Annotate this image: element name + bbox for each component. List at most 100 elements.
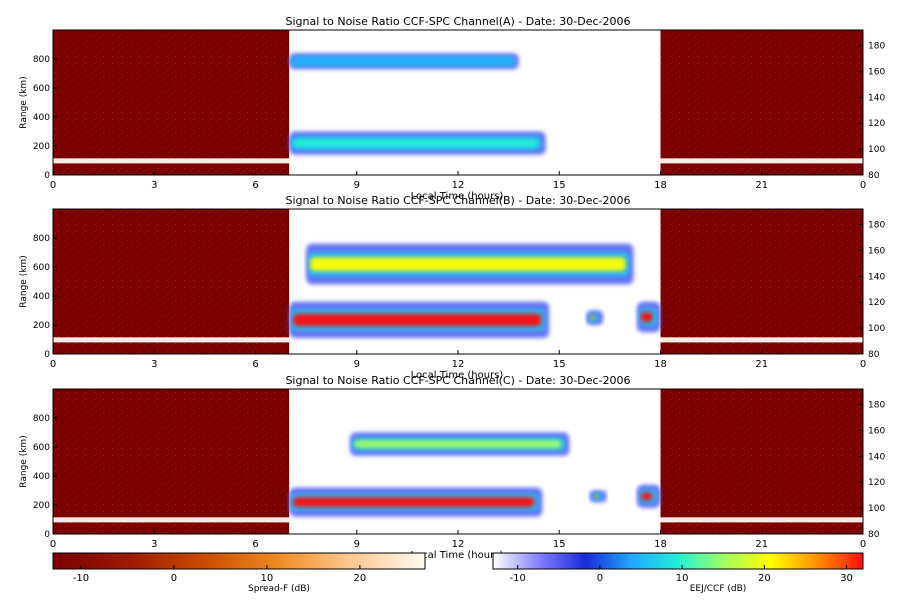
y2-tick-label: 80 — [868, 171, 880, 181]
colorbar-tick-label: 20 — [758, 573, 771, 584]
colorbar-tick-label: -10 — [509, 573, 525, 584]
x-tick-label: 18 — [654, 539, 667, 550]
y-tick-label: 0 — [44, 171, 50, 181]
segment-spread-f — [53, 209, 290, 354]
y-tick-label: 800 — [33, 234, 50, 244]
x-tick-label: 0 — [50, 180, 56, 191]
y-tick-label: 400 — [33, 472, 50, 482]
x-tick-label: 12 — [452, 180, 465, 191]
y2-tick-label: 80 — [868, 530, 880, 540]
x-axis-label: Local Time (hours) — [411, 550, 504, 561]
y2-tick-label: 100 — [868, 504, 885, 514]
echo-region-core — [293, 139, 538, 148]
segment-spread-f — [53, 389, 290, 534]
y2-tick-label: 120 — [868, 478, 885, 488]
colorbar-tick-label: 20 — [354, 573, 367, 584]
echo-region-core — [640, 311, 653, 323]
echo-region-core — [593, 494, 599, 499]
y2-tick-label: 160 — [868, 246, 885, 256]
spread-f-trace — [53, 158, 290, 164]
colorbar-tick-label: 0 — [171, 573, 177, 584]
spread-f-trace — [660, 158, 863, 164]
segment-spread-f — [660, 389, 863, 534]
spread-f-trace — [660, 517, 863, 523]
y2-tick-label: 180 — [868, 401, 885, 411]
panel-a: Signal to Noise Ratio CCF-SPC Channel(A)… — [19, 15, 885, 202]
y-tick-label: 800 — [33, 414, 50, 424]
y2-tick-label: 100 — [868, 145, 885, 155]
spread-f-trace — [660, 337, 863, 343]
colorbar-tick-label: 30 — [840, 573, 853, 584]
echo-region-core — [354, 440, 562, 449]
segment-spread-f — [53, 30, 290, 175]
x-tick-label: 18 — [654, 180, 667, 191]
x-axis-label: Local Time (hours) — [411, 370, 504, 381]
spread-f-trace — [53, 517, 290, 523]
y2-tick-label: 80 — [868, 350, 880, 360]
y-axis-label: Range (km) — [19, 255, 29, 307]
colorbar-label: Spread-F (dB) — [248, 584, 310, 594]
colorbar-tick-label: 10 — [676, 573, 689, 584]
y-tick-label: 0 — [44, 350, 50, 360]
x-tick-label: 6 — [252, 359, 258, 370]
y2-tick-label: 140 — [868, 272, 885, 282]
colorbar-tick-label: 10 — [261, 573, 274, 584]
y-tick-label: 200 — [33, 321, 50, 331]
x-tick-label: 3 — [151, 359, 157, 370]
y-tick-label: 0 — [44, 530, 50, 540]
x-tick-label: 0 — [860, 180, 866, 191]
y-tick-label: 200 — [33, 142, 50, 152]
x-tick-label: 21 — [755, 180, 768, 191]
x-tick-label: 0 — [50, 539, 56, 550]
y-tick-label: 400 — [33, 113, 50, 123]
y2-tick-label: 160 — [868, 67, 885, 77]
y2-tick-label: 120 — [868, 119, 885, 129]
x-axis-label: Local Time (hours) — [411, 191, 504, 202]
x-tick-label: 0 — [860, 539, 866, 550]
y2-tick-label: 140 — [868, 452, 885, 462]
x-tick-label: 3 — [151, 539, 157, 550]
x-tick-label: 9 — [354, 539, 360, 550]
y2-tick-label: 140 — [868, 93, 885, 103]
colorbar-tick-label: -10 — [73, 573, 89, 584]
panel-title: Signal to Noise Ratio CCF-SPC Channel(C)… — [285, 374, 630, 387]
y-tick-label: 200 — [33, 501, 50, 511]
panel-title: Signal to Noise Ratio CCF-SPC Channel(B)… — [286, 194, 631, 207]
y-axis-label: Range (km) — [19, 76, 29, 128]
colorbar-gradient — [52, 552, 426, 570]
y-tick-label: 800 — [33, 55, 50, 65]
x-tick-label: 6 — [252, 539, 258, 550]
echo-region-core — [293, 58, 511, 64]
colorbar-label: EEJ/CCF (dB) — [690, 584, 747, 594]
x-tick-label: 12 — [452, 539, 465, 550]
echo-region-core — [640, 492, 653, 501]
x-tick-label: 21 — [755, 359, 768, 370]
y2-tick-label: 180 — [868, 42, 885, 52]
panel-title: Signal to Noise Ratio CCF-SPC Channel(A)… — [286, 15, 631, 28]
panel-b: Signal to Noise Ratio CCF-SPC Channel(B)… — [19, 194, 885, 381]
x-tick-label: 18 — [654, 359, 667, 370]
y-tick-label: 600 — [33, 443, 50, 453]
colorbar-eej-ccf: -10 0 10 20 30 EEJ/CCF (dB) — [492, 552, 864, 594]
y2-tick-label: 180 — [868, 221, 885, 231]
segment-spread-f — [660, 209, 863, 354]
y-tick-label: 600 — [33, 263, 50, 273]
segment-spread-f — [660, 30, 863, 175]
y2-tick-label: 160 — [868, 426, 885, 436]
x-tick-label: 12 — [452, 359, 465, 370]
x-tick-label: 21 — [755, 539, 768, 550]
x-tick-label: 15 — [553, 359, 566, 370]
x-tick-label: 15 — [553, 539, 566, 550]
colorbar-gradient — [492, 552, 864, 570]
x-tick-label: 3 — [151, 180, 157, 191]
y-tick-label: 400 — [33, 292, 50, 302]
y2-tick-label: 120 — [868, 298, 885, 308]
panel-c: Signal to Noise Ratio CCF-SPC Channel(C)… — [19, 374, 885, 561]
x-tick-label: 9 — [354, 359, 360, 370]
x-tick-label: 0 — [860, 359, 866, 370]
x-tick-label: 6 — [252, 180, 258, 191]
x-tick-label: 0 — [50, 359, 56, 370]
colorbar-tick-label: 0 — [597, 573, 603, 584]
x-tick-label: 15 — [553, 180, 566, 191]
